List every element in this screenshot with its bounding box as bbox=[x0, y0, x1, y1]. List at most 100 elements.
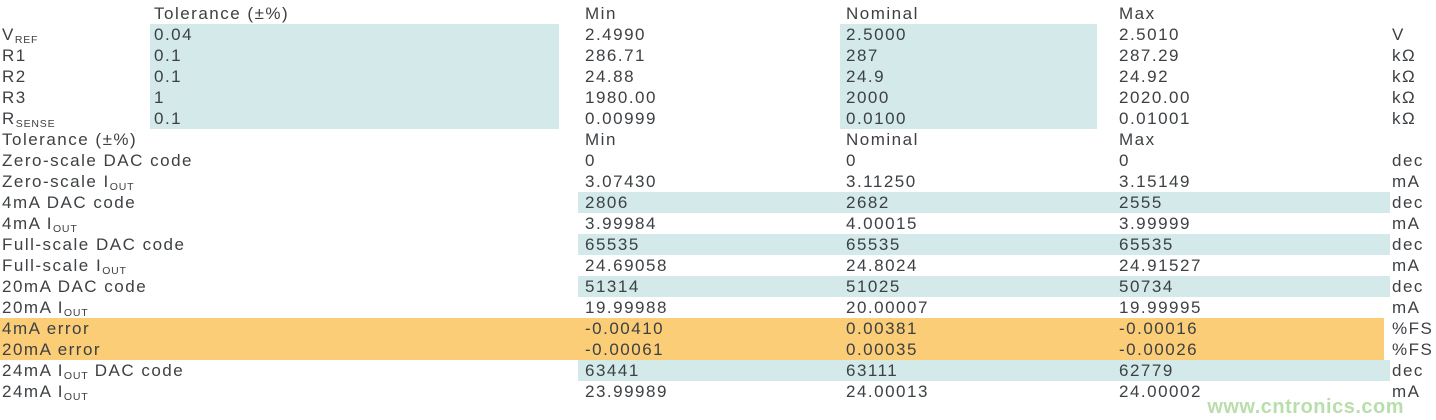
row-highlight-band bbox=[578, 276, 1390, 297]
min-cell: Min bbox=[585, 130, 617, 149]
watermark: www.cntronics.com bbox=[1207, 396, 1404, 418]
tolerance-cell-highlight bbox=[150, 24, 559, 45]
tolerance-cell: 1 bbox=[154, 88, 165, 107]
tolerance-cell-highlight bbox=[150, 66, 559, 87]
table-row: 20mA IOUT 19.99988 20.00007 19.99995 mA bbox=[0, 297, 1436, 319]
unit-cell: kΩ bbox=[1392, 88, 1417, 107]
max-cell: 65535 bbox=[1119, 235, 1174, 254]
table-header-row: Tolerance (±%) Min Nominal Max bbox=[0, 3, 1436, 24]
nominal-cell: 0.0100 bbox=[846, 109, 907, 128]
tolerance-cell: 0.04 bbox=[154, 25, 194, 44]
table-row: Zero-scale DAC code 0 0 0 dec bbox=[0, 150, 1436, 171]
unit-cell: %FS bbox=[1392, 340, 1434, 359]
nominal-cell: 65535 bbox=[846, 235, 901, 254]
table-body: Tolerance (±%) Min Nominal Max VREF 0.04… bbox=[0, 3, 1436, 403]
param-label-text: Full-scale DAC code bbox=[2, 235, 186, 254]
param-label-subscript: OUT bbox=[63, 370, 89, 382]
row-highlight-band bbox=[578, 360, 1390, 381]
nominal-cell-highlight bbox=[840, 66, 1097, 87]
min-cell: 3.99984 bbox=[585, 214, 657, 233]
max-cell: Max bbox=[1119, 4, 1156, 23]
param-label-text: 4mA DAC code bbox=[2, 193, 137, 212]
max-cell: 2555 bbox=[1119, 193, 1163, 212]
param-label: Full-scale DAC code bbox=[2, 234, 185, 261]
min-cell: 0.00999 bbox=[585, 109, 657, 128]
unit-cell: kΩ bbox=[1392, 46, 1417, 65]
max-cell: -0.00016 bbox=[1119, 319, 1199, 338]
unit-cell: kΩ bbox=[1392, 67, 1417, 86]
min-cell: 65535 bbox=[585, 235, 640, 254]
unit-cell: dec bbox=[1392, 277, 1424, 296]
min-cell: 23.99989 bbox=[585, 382, 668, 401]
param-label-suffix: DAC code bbox=[88, 361, 185, 380]
table-row: VREF 0.04 2.4990 2.5000 2.5010 V bbox=[0, 24, 1436, 46]
nominal-cell: 24.00013 bbox=[846, 382, 929, 401]
param-label-subscript: OUT bbox=[102, 265, 127, 277]
param-label: 24mA IOUT DAC code bbox=[2, 360, 184, 387]
param-label-text: 4mA error bbox=[2, 319, 91, 338]
max-cell: 287.29 bbox=[1119, 46, 1180, 65]
unit-cell: mA bbox=[1392, 172, 1421, 191]
min-cell: 19.99988 bbox=[585, 298, 668, 317]
unit-cell: dec bbox=[1392, 235, 1424, 254]
unit-cell: mA bbox=[1392, 382, 1421, 401]
table-row: Full-scale DAC code 65535 65535 65535 de… bbox=[0, 234, 1436, 255]
tolerance-cell: 0.1 bbox=[154, 67, 183, 86]
nominal-cell: 0.00035 bbox=[846, 340, 918, 359]
max-cell: 2020.00 bbox=[1119, 88, 1191, 107]
row-highlight-band bbox=[578, 192, 1390, 213]
unit-cell: dec bbox=[1392, 151, 1424, 170]
param-label-text: 24mA I bbox=[2, 361, 64, 380]
table-row: 20mA DAC code 51314 51025 50734 dec bbox=[0, 276, 1436, 297]
param-label: 4mA error bbox=[2, 318, 90, 345]
unit-cell: mA bbox=[1392, 298, 1421, 317]
param-label-text: R2 bbox=[2, 67, 27, 86]
table-row: 4mA IOUT 3.99984 4.00015 3.99999 mA bbox=[0, 213, 1436, 235]
nominal-cell: 2.5000 bbox=[846, 25, 907, 44]
param-label-text: 20mA error bbox=[2, 340, 102, 359]
table-row: 24mA IOUT 23.99989 24.00013 24.00002 mA bbox=[0, 381, 1436, 403]
tolerance-cell: 0.1 bbox=[154, 109, 183, 128]
min-cell: 63441 bbox=[585, 361, 640, 380]
max-cell: 0.01001 bbox=[1119, 109, 1191, 128]
param-label: R2 bbox=[2, 66, 27, 93]
min-cell: Min bbox=[585, 4, 617, 23]
row-highlight-full-width bbox=[0, 318, 1384, 339]
nominal-cell: 2682 bbox=[846, 193, 890, 212]
tolerance-cell: Tolerance (±%) bbox=[154, 4, 290, 23]
row-highlight-band bbox=[578, 234, 1390, 255]
param-label-subscript: OUT bbox=[52, 223, 78, 235]
max-cell: 3.99999 bbox=[1119, 214, 1191, 233]
table-row: R1 0.1 286.71 287 287.29 kΩ bbox=[0, 45, 1436, 66]
param-label-subscript: OUT bbox=[63, 307, 89, 319]
table-row: R2 0.1 24.88 24.9 24.92 kΩ bbox=[0, 66, 1436, 87]
max-cell: 19.99995 bbox=[1119, 298, 1202, 317]
nominal-cell-highlight bbox=[840, 24, 1097, 45]
param-label-text: V bbox=[2, 25, 15, 44]
nominal-cell: Nominal bbox=[846, 4, 919, 23]
param-label: 20mA error bbox=[2, 339, 101, 366]
row-highlight-full-width bbox=[0, 339, 1384, 360]
table-row: 4mA error -0.00410 0.00381 -0.00016 %FS bbox=[0, 318, 1436, 339]
param-label-text: 4mA I bbox=[2, 214, 53, 233]
unit-cell: kΩ bbox=[1392, 109, 1417, 128]
nominal-cell: Nominal bbox=[846, 130, 919, 149]
table-row: 4mA DAC code 2806 2682 2555 dec bbox=[0, 192, 1436, 213]
tolerance-cell-highlight bbox=[150, 87, 559, 108]
nominal-cell: 0.00381 bbox=[846, 319, 918, 338]
param-label-text: Full-scale I bbox=[2, 256, 103, 275]
min-cell: 51314 bbox=[585, 277, 640, 296]
param-label: 20mA IOUT bbox=[2, 297, 89, 324]
param-label: Full-scale IOUT bbox=[2, 255, 127, 282]
nominal-cell: 63111 bbox=[846, 361, 899, 380]
tolerance-cell-highlight bbox=[150, 108, 559, 129]
max-cell: -0.00026 bbox=[1119, 340, 1199, 359]
min-cell: 2.4990 bbox=[585, 25, 646, 44]
table-row: R3 1 1980.00 2000 2020.00 kΩ bbox=[0, 87, 1436, 108]
max-cell: 2.5010 bbox=[1119, 25, 1180, 44]
param-label-text: 24mA I bbox=[2, 382, 64, 401]
table-row: RSENSE 0.1 0.00999 0.0100 0.01001 kΩ bbox=[0, 108, 1436, 130]
min-cell: 24.88 bbox=[585, 67, 636, 86]
nominal-cell: 0 bbox=[846, 151, 857, 170]
param-label-text: 20mA DAC code bbox=[2, 277, 148, 296]
